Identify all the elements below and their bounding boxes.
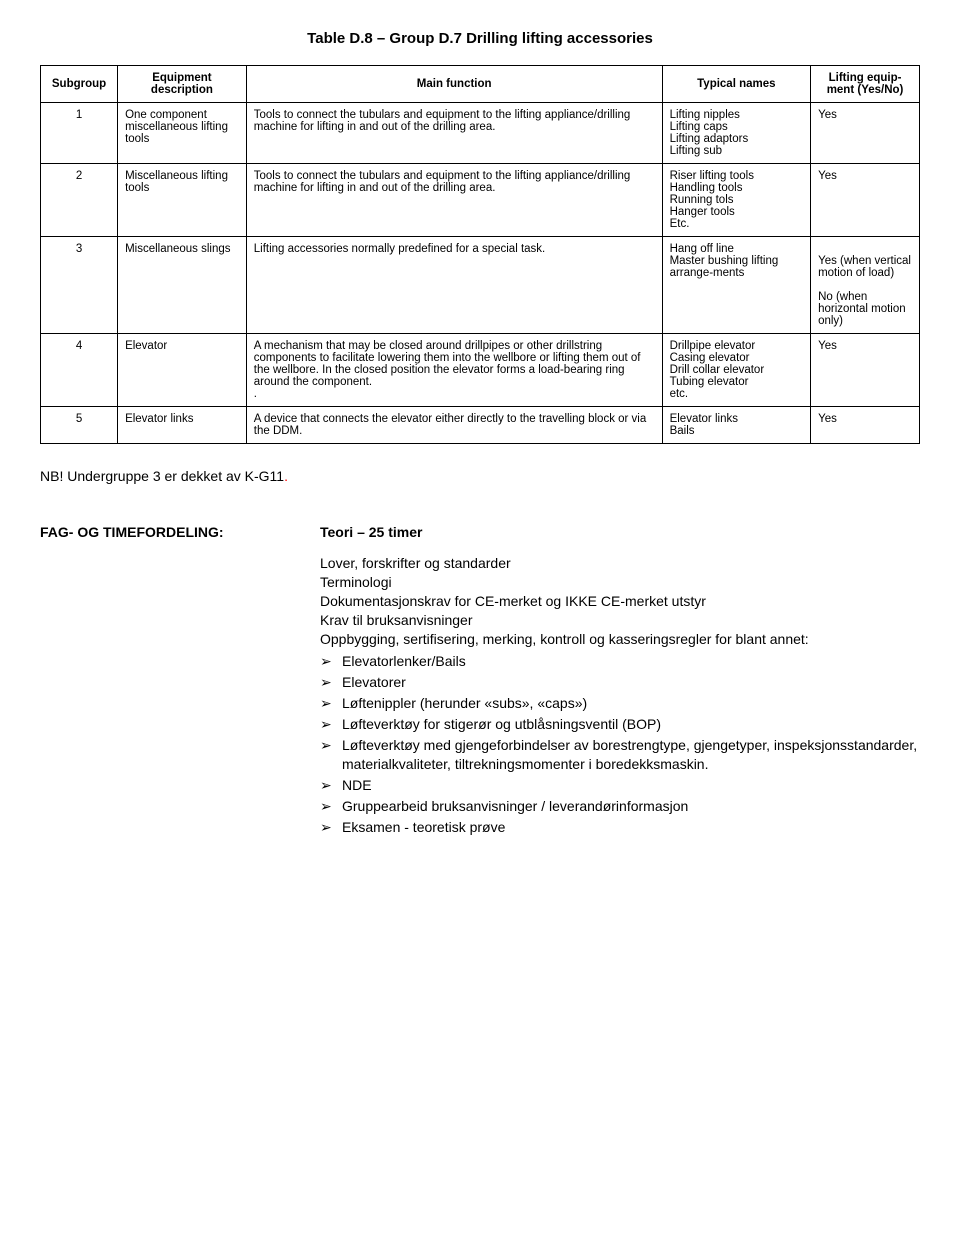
typical-name-line: etc. [670,388,804,400]
cell-subgroup: 4 [41,334,118,407]
lifting-line: No (when horizontal motion only) [818,291,912,327]
drilling-table: Subgroup Equipment description Main func… [40,65,920,444]
typical-name-line: Lifting adaptors [670,133,804,145]
lifting-line: Yes (when vertical motion of load) [818,255,912,279]
cell-main-function: Tools to connect the tubulars and equipm… [246,164,662,237]
lifting-line: Yes [818,109,912,121]
typical-name-line: Lifting nipples [670,109,804,121]
cell-equipment-description: Miscellaneous slings [118,237,247,334]
typical-name-line: Running tols [670,194,804,206]
content-block: Lover, forskrifter og standarderTerminol… [320,554,920,836]
content-line: Dokumentasjonskrav for CE-merket og IKKE… [320,592,920,611]
cell-typical-names: Hang off lineMaster bushing lifting arra… [662,237,811,334]
cell-lifting-yesno: Yes [811,334,920,407]
typical-name-line: Casing elevator [670,352,804,364]
bullet-item: Gruppearbeid bruksanvisninger / leverand… [320,797,920,816]
typical-name-line: Hang off line [670,243,804,255]
header-main-function: Main function [246,66,662,103]
content-line: Krav til bruksanvisninger [320,611,920,630]
cell-lifting-yesno: Yes [811,103,920,164]
cell-subgroup: 5 [41,407,118,444]
bullet-item: Løftenippler (herunder «subs», «caps») [320,694,920,713]
lifting-line: Yes [818,413,912,425]
cell-typical-names: Elevator linksBails [662,407,811,444]
cell-lifting-yesno: Yes [811,164,920,237]
section-row: FAG- OG TIMEFORDELING: Teori – 25 timer [40,524,920,540]
bullet-item: Elevatorer [320,673,920,692]
bullet-item: Elevatorlenker/Bails [320,652,920,671]
cell-main-function: Tools to connect the tubulars and equipm… [246,103,662,164]
header-typical-names: Typical names [662,66,811,103]
typical-name-line: Handling tools [670,182,804,194]
typical-name-line: Etc. [670,218,804,230]
cell-main-function: A mechanism that may be closed around dr… [246,334,662,407]
lifting-line: Yes [818,340,912,352]
content-line: Oppbygging, sertifisering, merking, kont… [320,630,920,649]
cell-equipment-description: One component miscellaneous lifting tool… [118,103,247,164]
section-label: FAG- OG TIMEFORDELING: [40,524,320,540]
typical-name-line: Master bushing lifting arrange-ments [670,255,804,279]
lifting-line [818,243,912,255]
lifting-line [818,279,912,291]
cell-subgroup: 1 [41,103,118,164]
typical-name-line: Drill collar elevator [670,364,804,376]
cell-equipment-description: Elevator [118,334,247,407]
header-row: Subgroup Equipment description Main func… [41,66,920,103]
bullet-list: Elevatorlenker/Bails Elevatorer Løftenippl… [320,652,920,836]
note-prefix: NB! Undergruppe 3 er dekket av K-G11 [40,468,284,484]
cell-equipment-description: Miscellaneous lifting tools [118,164,247,237]
section-value: Teori – 25 timer [320,524,422,540]
typical-name-line: Lifting sub [670,145,804,157]
cell-typical-names: Lifting nipplesLifting capsLifting adapt… [662,103,811,164]
table-row: 5Elevator linksA device that connects th… [41,407,920,444]
typical-name-line: Drillpipe elevator [670,340,804,352]
table-row: 4ElevatorA mechanism that may be closed … [41,334,920,407]
content-line: Lover, forskrifter og standarder [320,554,920,573]
cell-equipment-description: Elevator links [118,407,247,444]
bullet-item: Løfteverktøy for stigerør og utblåsnings… [320,715,920,734]
typical-name-line: Elevator links [670,413,804,425]
table-row: 2Miscellaneous lifting toolsTools to con… [41,164,920,237]
cell-subgroup: 2 [41,164,118,237]
cell-main-function: Lifting accessories normally predefined … [246,237,662,334]
table-row: 1One component miscellaneous lifting too… [41,103,920,164]
content-line: Terminologi [320,573,920,592]
cell-typical-names: Riser lifting toolsHandling toolsRunning… [662,164,811,237]
cell-subgroup: 3 [41,237,118,334]
header-equipment-description: Equipment description [118,66,247,103]
bullet-item: Løfteverktøy med gjengeforbindelser av b… [320,736,920,774]
bullet-item: NDE [320,776,920,795]
lifting-line: Yes [818,170,912,182]
note-line: NB! Undergruppe 3 er dekket av K-G11. [40,468,920,484]
table-row: 3Miscellaneous slingsLifting accessories… [41,237,920,334]
header-subgroup: Subgroup [41,66,118,103]
typical-name-line: Tubing elevator [670,376,804,388]
cell-typical-names: Drillpipe elevatorCasing elevatorDrill c… [662,334,811,407]
bullet-item: Eksamen - teoretisk prøve [320,818,920,837]
typical-name-line: Hanger tools [670,206,804,218]
table-title: Table D.8 – Group D.7 Drilling lifting a… [40,30,920,47]
typical-name-line: Lifting caps [670,121,804,133]
note-red-dot: . [284,468,288,484]
typical-name-line: Bails [670,425,804,437]
cell-main-function: A device that connects the elevator eith… [246,407,662,444]
cell-lifting-yesno: Yes (when vertical motion of load) No (w… [811,237,920,334]
typical-name-line: Riser lifting tools [670,170,804,182]
header-lifting-equipment: Lifting equip-ment (Yes/No) [811,66,920,103]
cell-lifting-yesno: Yes [811,407,920,444]
